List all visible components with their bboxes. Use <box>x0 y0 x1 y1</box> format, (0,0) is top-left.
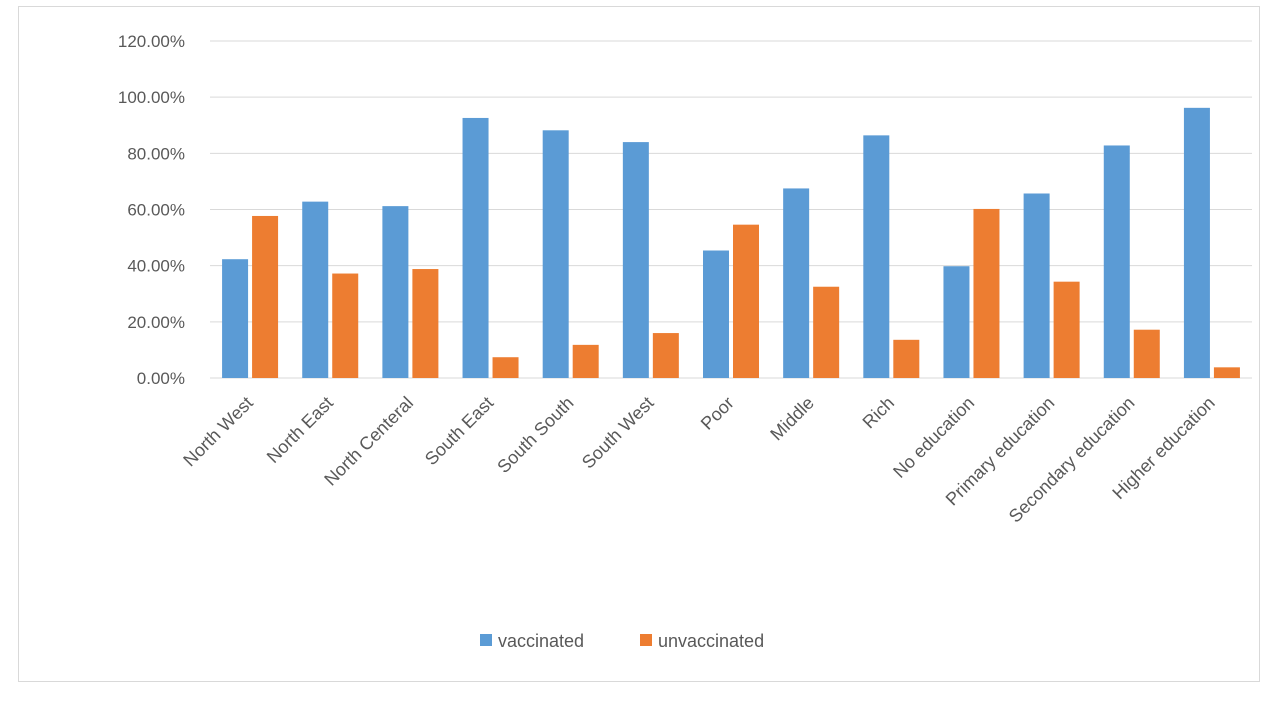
bar-vaccinated <box>382 206 409 378</box>
bar-vaccinated <box>863 135 890 378</box>
bar-vaccinated <box>462 117 489 378</box>
y-tick-label: 60.00% <box>127 201 185 220</box>
x-category-label: Middle <box>766 393 818 445</box>
bar-vaccinated <box>783 188 810 378</box>
x-category-label: Poor <box>697 393 738 434</box>
bar-unvaccinated <box>652 333 679 378</box>
bar-unvaccinated <box>492 357 519 378</box>
bar-vaccinated <box>1103 145 1130 378</box>
bar-vaccinated <box>943 266 970 378</box>
y-tick-label: 20.00% <box>127 313 185 332</box>
bar-unvaccinated <box>252 215 279 378</box>
bar-unvaccinated <box>893 339 920 378</box>
x-category-label: South East <box>421 393 497 469</box>
x-category-label: North East <box>263 393 337 467</box>
y-tick-label: 80.00% <box>127 144 185 163</box>
bar-vaccinated <box>222 259 249 378</box>
y-tick-label: 40.00% <box>127 257 185 276</box>
y-tick-label: 100.00% <box>118 88 185 107</box>
x-category-label: North West <box>179 393 257 471</box>
bar-unvaccinated <box>813 286 840 378</box>
bar-unvaccinated <box>733 224 759 378</box>
legend: vaccinated unvaccinated <box>480 631 764 651</box>
bar-unvaccinated <box>572 344 599 378</box>
bar-vaccinated <box>1023 193 1050 378</box>
x-category-label: South West <box>578 393 658 473</box>
legend-swatch-vaccinated <box>480 634 492 646</box>
bar-vaccinated <box>302 201 329 378</box>
bar-vaccinated <box>703 250 729 378</box>
bar-unvaccinated <box>1133 329 1160 378</box>
y-tick-label: 0.00% <box>137 369 185 388</box>
bars <box>222 107 1240 379</box>
x-category-label: South South <box>493 393 577 477</box>
bar-vaccinated <box>542 130 569 378</box>
legend-swatch-unvaccinated <box>640 634 652 646</box>
bar-unvaccinated <box>1213 367 1240 378</box>
y-axis-ticks: 0.00% 20.00% 40.00% 60.00% 80.00% 100.00% 120.… <box>118 32 185 388</box>
x-category-label: No education <box>889 393 978 482</box>
bar-vaccinated <box>622 142 649 378</box>
gridlines <box>210 40 1252 379</box>
bar-unvaccinated <box>412 269 439 378</box>
legend-label-unvaccinated: unvaccinated <box>658 631 764 651</box>
bar-vaccinated <box>1183 107 1210 379</box>
legend-label-vaccinated: vaccinated <box>498 631 584 651</box>
bar-unvaccinated <box>973 208 1000 378</box>
y-tick-label: 120.00% <box>118 32 185 51</box>
bar-unvaccinated <box>1053 281 1080 378</box>
x-category-label: Rich <box>859 393 899 433</box>
bar-unvaccinated <box>332 273 359 378</box>
